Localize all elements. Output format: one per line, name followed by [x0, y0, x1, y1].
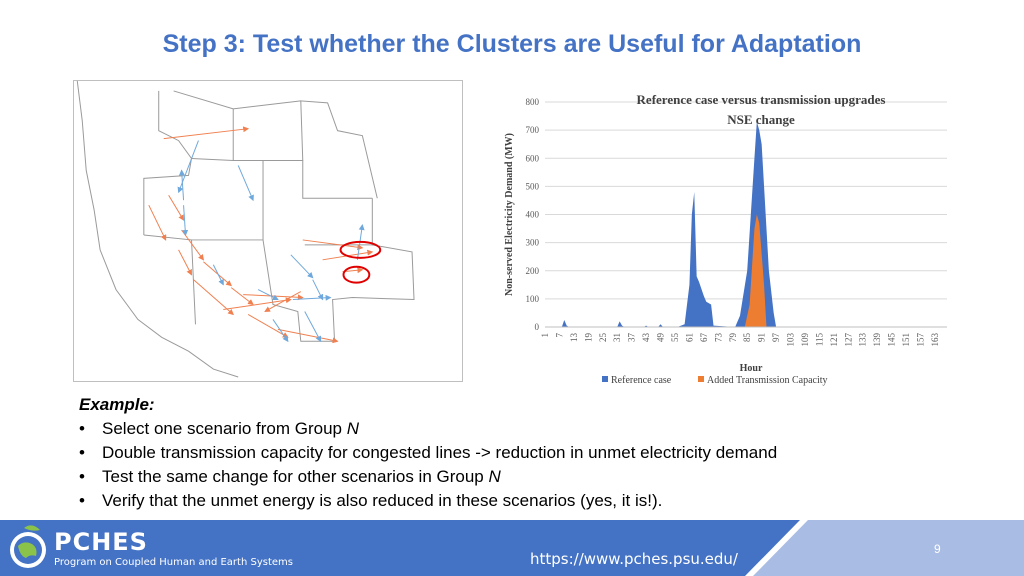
x-tick-label: 19	[583, 333, 593, 343]
transmission-map	[73, 80, 463, 382]
x-tick-label: 109	[800, 333, 810, 347]
nse-chart: 0 100 200 300 400 500 600 700 800 1 7 13 19 25 31 37 43 4…	[500, 88, 950, 388]
chart-title: Reference case versus transmission upgra…	[637, 92, 886, 107]
x-tick-label: 73	[713, 333, 723, 343]
x-tick-label: 121	[829, 333, 839, 347]
bullet-text: Verify that the unmet energy is also red…	[102, 491, 663, 510]
y-tick-label: 600	[526, 153, 540, 163]
x-tick-label: 79	[728, 333, 738, 343]
x-axis-label: Hour	[740, 363, 763, 374]
chart-subtitle: NSE change	[727, 112, 795, 127]
legend-label: Reference case	[611, 375, 672, 386]
x-tick-label: 25	[598, 333, 608, 343]
y-tick-label: 200	[526, 266, 540, 276]
x-tick-label: 31	[612, 333, 622, 342]
legend-swatch	[698, 376, 704, 382]
bullet-italic: N	[346, 419, 360, 438]
footer-bar	[0, 520, 1024, 576]
y-tick-label: 0	[535, 322, 540, 332]
coastline	[76, 81, 239, 378]
x-tick-label: 91	[757, 333, 767, 342]
x-tick-label: 85	[742, 333, 752, 343]
example-bullet: Test the same change for other scenarios…	[79, 465, 979, 489]
x-tick-label: 157	[916, 333, 926, 347]
example-section: Example: Select one scenario from Group …	[79, 393, 979, 513]
example-bullet: Verify that the unmet energy is also red…	[79, 489, 979, 513]
x-tick-label: 145	[887, 333, 897, 347]
y-tick-label: 500	[526, 181, 540, 191]
x-tick-label: 67	[699, 333, 709, 343]
x-tick-label: 139	[872, 333, 882, 347]
x-tick-label: 133	[858, 333, 868, 347]
western-us-map-illustration	[76, 81, 415, 378]
x-tick-label: 97	[771, 333, 781, 343]
y-tick-label: 400	[526, 210, 540, 220]
legend-label: Added Transmission Capacity	[707, 375, 828, 386]
example-bullet: Select one scenario from Group N	[79, 417, 979, 441]
x-tick-label: 115	[814, 333, 824, 347]
highlight-circle-lower	[342, 265, 371, 284]
x-tick-label: 43	[641, 333, 651, 343]
bullet-italic: N	[488, 467, 501, 486]
x-tick-label: 61	[684, 333, 694, 342]
globe-logo-icon	[10, 525, 46, 568]
chart-svg: 0 100 200 300 400 500 600 700 800 1 7 13 19 25 31 37 43 4…	[504, 92, 947, 386]
x-tick-label: 103	[786, 333, 796, 347]
highlight-circle-upper	[339, 240, 382, 259]
x-tick-label: 55	[670, 333, 680, 343]
legend-swatch	[602, 376, 608, 382]
logo-subtitle: Program on Coupled Human and Earth Syste…	[54, 557, 293, 568]
x-tick-label: 49	[656, 333, 666, 343]
x-tick-label: 37	[627, 333, 637, 343]
y-tick-label: 300	[526, 238, 540, 248]
example-bullet: Double transmission capacity for congest…	[79, 441, 979, 465]
series-area-reference-case	[545, 121, 947, 327]
bullet-text: Test the same change for other scenarios…	[102, 467, 489, 486]
bullet-text: Double transmission capacity for congest…	[102, 443, 778, 462]
bullet-text: Select one scenario from Group	[102, 419, 347, 438]
example-heading: Example:	[79, 395, 155, 414]
example-bullets: Select one scenario from Group N Double …	[79, 417, 979, 513]
page-number: 9	[934, 542, 941, 556]
y-tick-label: 100	[526, 294, 540, 304]
x-tick-label: 127	[843, 333, 853, 347]
x-tick-label: 163	[930, 333, 940, 347]
y-tick-label: 800	[526, 97, 540, 107]
logo-text: PCHES	[54, 528, 148, 556]
footer-background	[0, 520, 1024, 576]
x-tick-label: 13	[569, 333, 579, 343]
slide-title: Step 3: Test whether the Clusters are Us…	[162, 30, 862, 58]
x-tick-label: 151	[901, 333, 911, 347]
x-tick-label: 1	[540, 333, 550, 338]
y-axis-label: Non-served Electricity Demand (MW)	[504, 133, 515, 296]
x-tick-label: 7	[554, 333, 564, 338]
footer-url-link[interactable]: https://www.pches.psu.edu/	[530, 550, 738, 568]
y-tick-label: 700	[526, 125, 540, 135]
